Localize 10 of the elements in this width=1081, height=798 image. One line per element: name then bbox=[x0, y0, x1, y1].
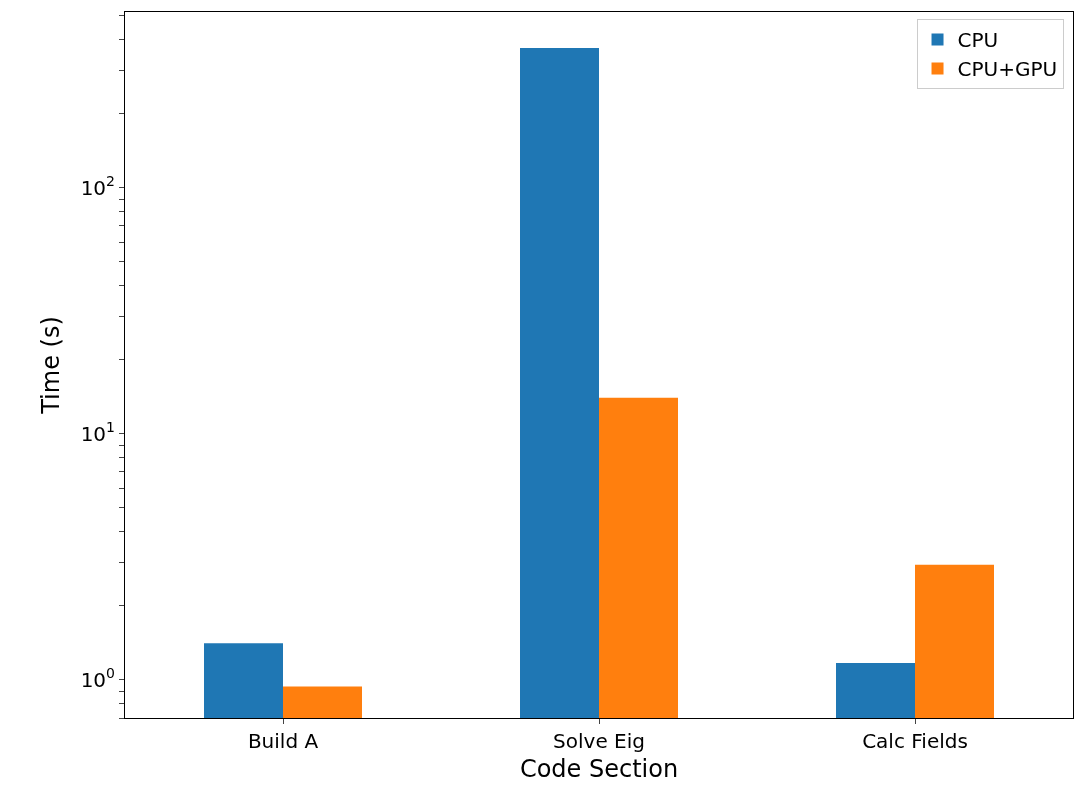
legend-label: CPU bbox=[957, 28, 999, 53]
y-axis-title: Time (s) bbox=[36, 316, 65, 415]
x-tick-label: Solve Eig bbox=[553, 729, 645, 753]
y-tick-label: 10$^{1}$ bbox=[80, 419, 115, 446]
y-tick-label: 10$^{2}$ bbox=[80, 173, 115, 200]
x-axis-title: Code Section bbox=[519, 755, 679, 784]
legend-label: CPU+GPU bbox=[957, 57, 1058, 82]
x-tick-label: Build A bbox=[247, 729, 319, 753]
y-tick-label: 10$^{0}$ bbox=[80, 665, 115, 692]
x-tick-label: Calc Fields bbox=[862, 729, 968, 753]
